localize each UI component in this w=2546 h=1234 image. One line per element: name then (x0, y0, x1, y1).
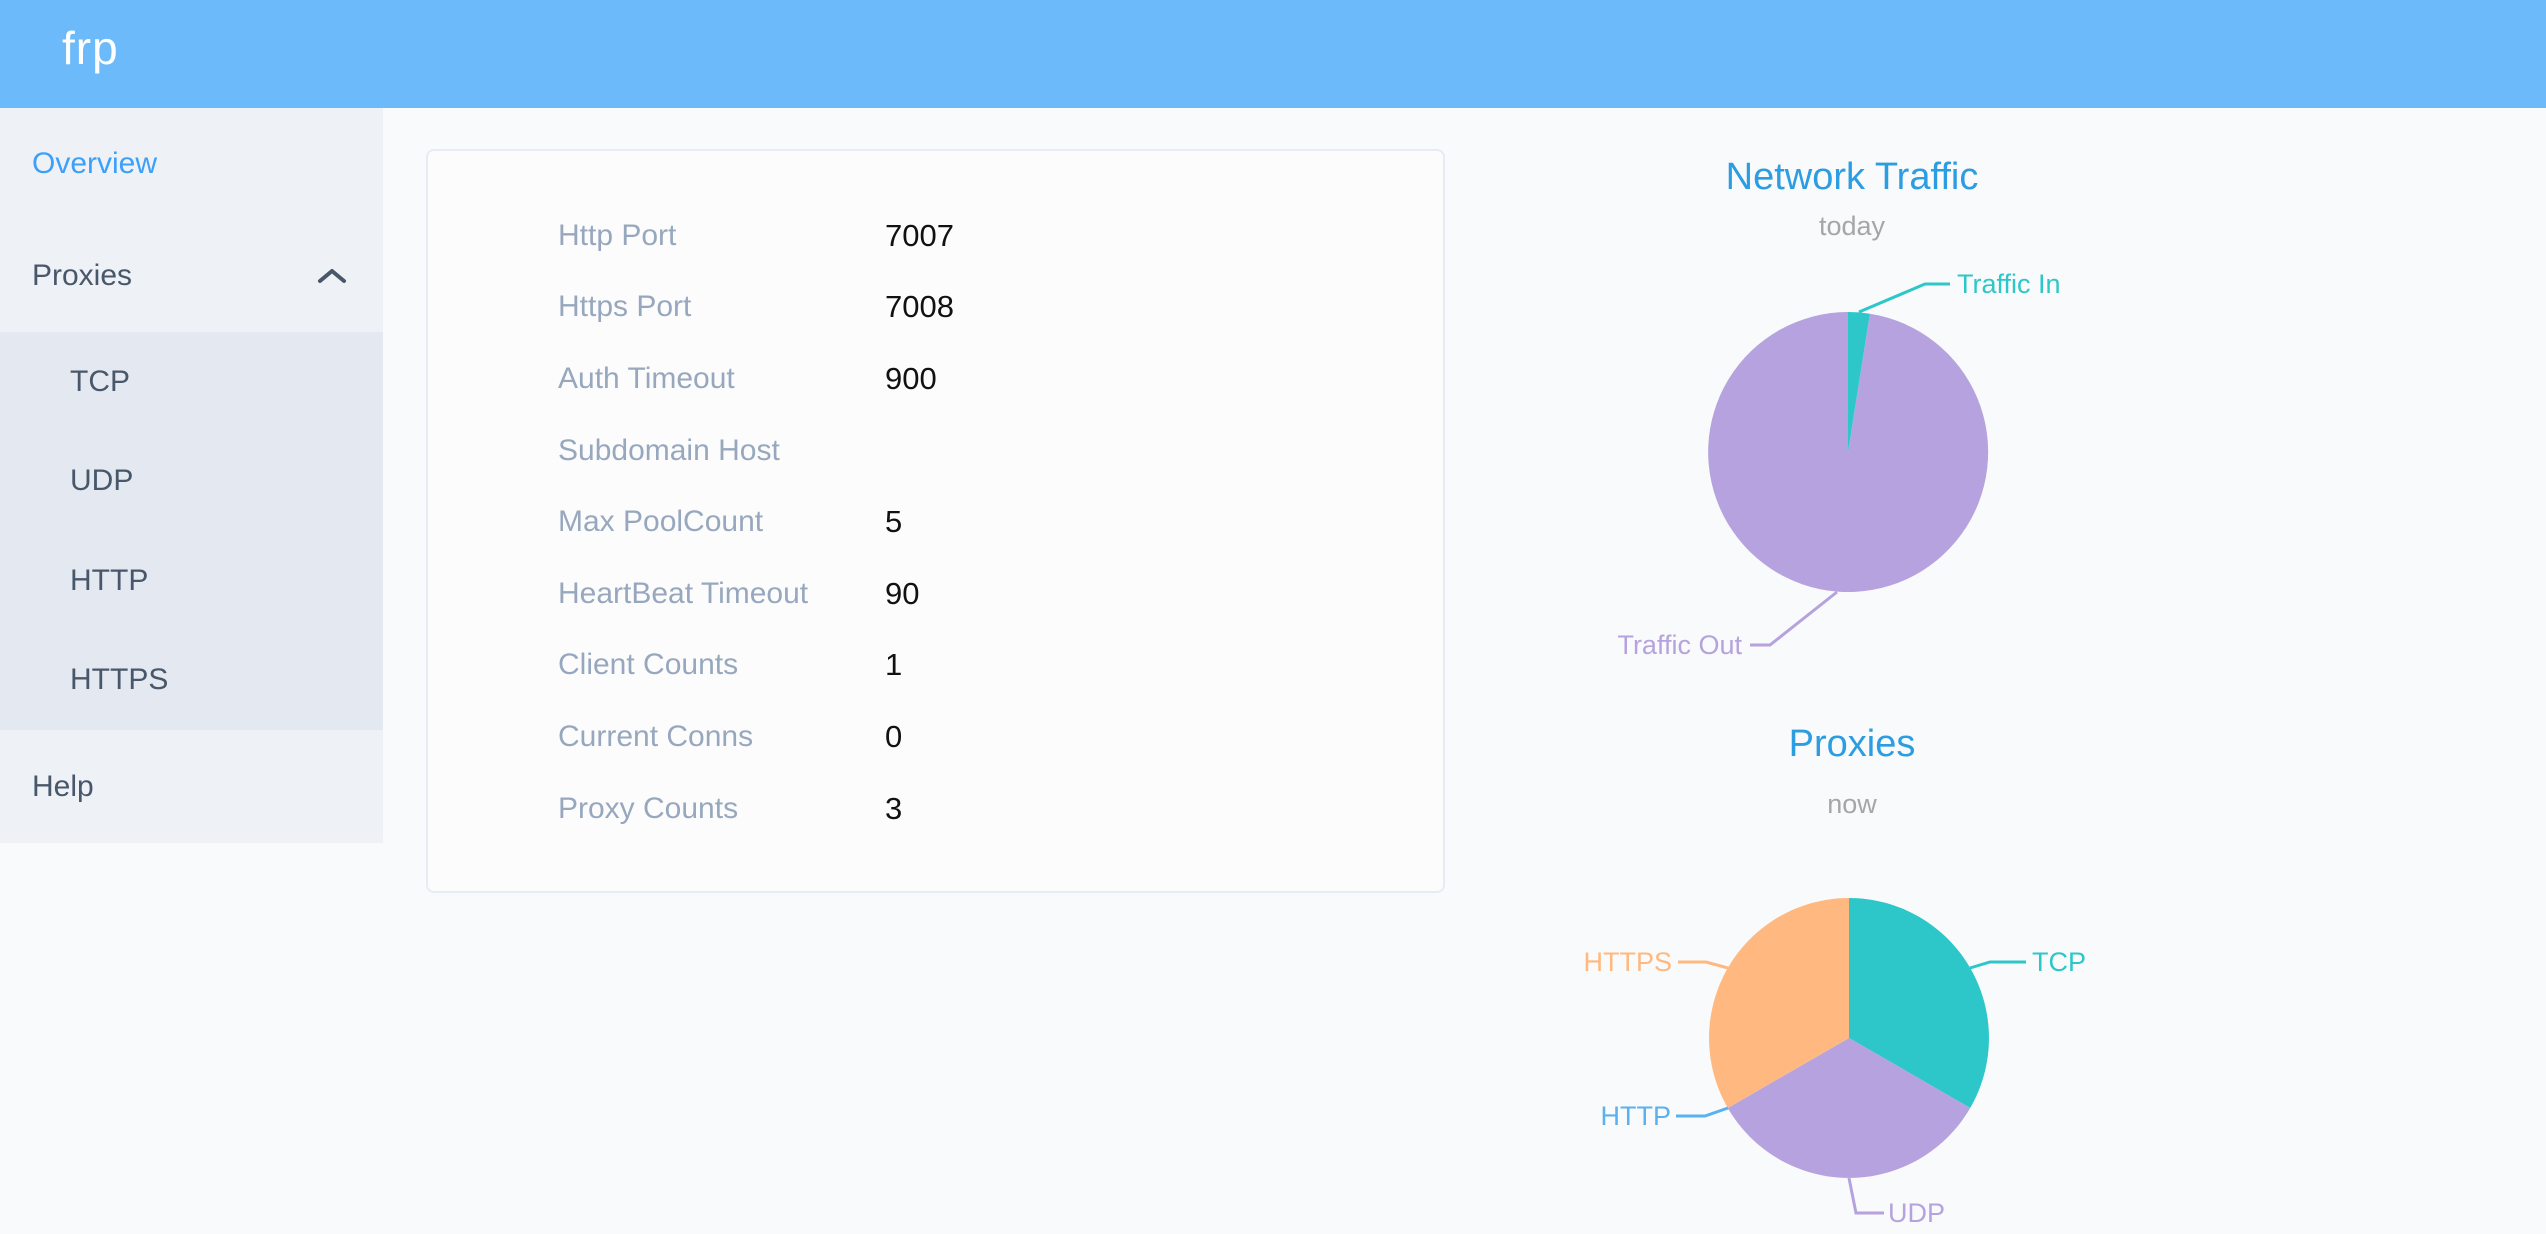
sidebar-item-overview-label: Overview (32, 147, 158, 180)
config-value: 90 (885, 575, 920, 611)
proxies-pie-chart: TCP HTTPS HTTP UDP (1583, 898, 2086, 1228)
config-row-max-poolcount: Max PoolCount 5 (428, 486, 1443, 558)
config-row-heartbeat-timeout: HeartBeat Timeout 90 (428, 558, 1443, 630)
config-label: Http Port (558, 218, 677, 252)
config-label: Https Port (558, 290, 692, 324)
config-label: Max PoolCount (558, 505, 764, 539)
sidebar-item-http-label: HTTP (70, 563, 149, 597)
label-line-tcp (1969, 960, 2026, 970)
server-info-card: Http Port 7007 Https Port 7008 Auth Time… (426, 149, 1445, 893)
config-value: 3 (885, 790, 903, 826)
config-value: 7008 (885, 289, 954, 325)
pie-slice-tcp[interactable] (1849, 898, 1989, 1108)
config-value: 1 (885, 647, 903, 683)
sidebar-item-udp[interactable]: UDP (0, 432, 383, 532)
config-label: Subdomain Host (558, 433, 780, 467)
config-row-proxy-counts: Proxy Counts 3 (428, 773, 1443, 845)
config-label: Auth Timeout (558, 361, 735, 395)
pie-slice-traffic-in[interactable] (1848, 311, 1870, 452)
network-traffic-subtitle: today (1818, 211, 1886, 241)
proxies-chart-subtitle: now (1827, 789, 1877, 819)
sidebar-item-proxies[interactable]: Proxies (0, 220, 383, 332)
config-label: Client Counts (558, 648, 739, 682)
sidebar-item-http[interactable]: HTTP (0, 531, 383, 631)
config-label: Proxy Counts (558, 791, 739, 825)
sidebar-submenu-proxies: TCP UDP HTTP HTTPS (0, 332, 383, 730)
config-value: 5 (885, 504, 903, 540)
sidebar-item-help-label: Help (32, 769, 94, 803)
proxies-chart-title: Proxies (1788, 723, 1916, 765)
app-header: frp (0, 0, 2546, 108)
config-row-client-counts: Client Counts 1 (428, 630, 1443, 702)
sidebar-item-help[interactable]: Help (0, 730, 383, 843)
pie-label-udp: UDP (1888, 1198, 1945, 1228)
sidebar-item-tcp[interactable]: TCP (0, 332, 383, 432)
label-line-traffic-in (1858, 282, 1950, 314)
config-row-http-port: Http Port 7007 (428, 200, 1443, 272)
label-line-traffic-out (1750, 590, 1838, 647)
chevron-up-icon (318, 269, 346, 283)
label-line-http (1676, 1106, 1729, 1118)
pie-label-http: HTTP (1601, 1101, 1672, 1131)
pie-label-traffic-in: Traffic In (1957, 270, 2061, 299)
network-traffic-pie-chart: Traffic In Traffic Out (1617, 270, 2061, 660)
label-line-udp (1847, 1177, 1884, 1215)
network-traffic-title: Network Traffic (1725, 156, 1979, 198)
sidebar-item-https-label: HTTPS (70, 663, 169, 697)
pie-label-https: HTTPS (1583, 947, 1672, 977)
pie-slice-udp[interactable] (1727, 1038, 1971, 1178)
app-logo: frp (62, 22, 119, 74)
config-label: HeartBeat Timeout (558, 576, 809, 610)
config-label: Current Conns (558, 719, 754, 753)
sidebar-item-proxies-label: Proxies (32, 259, 133, 292)
sidebar: Overview Proxies TCP UDP HTTP HTTPS Help (0, 108, 383, 843)
pie-slice-traffic-out[interactable] (1708, 312, 1989, 592)
config-row-auth-timeout: Auth Timeout 900 (428, 343, 1443, 415)
config-value: 900 (885, 360, 937, 396)
sidebar-item-tcp-label: TCP (70, 364, 130, 398)
pie-label-traffic-out: Traffic Out (1617, 630, 1742, 660)
config-value: 7007 (885, 217, 954, 253)
sidebar-item-overview[interactable]: Overview (0, 108, 383, 220)
pie-label-tcp: TCP (2032, 947, 2086, 977)
pie-slice-https[interactable] (1709, 898, 1849, 1108)
config-row-subdomain-host: Subdomain Host (428, 415, 1443, 487)
config-row-current-conns: Current Conns 0 (428, 701, 1443, 773)
sidebar-item-https[interactable]: HTTPS (0, 631, 383, 731)
config-row-https-port: Https Port 7008 (428, 272, 1443, 344)
sidebar-item-udp-label: UDP (70, 464, 134, 498)
label-line-https (1678, 960, 1729, 970)
config-value: 0 (885, 718, 903, 754)
